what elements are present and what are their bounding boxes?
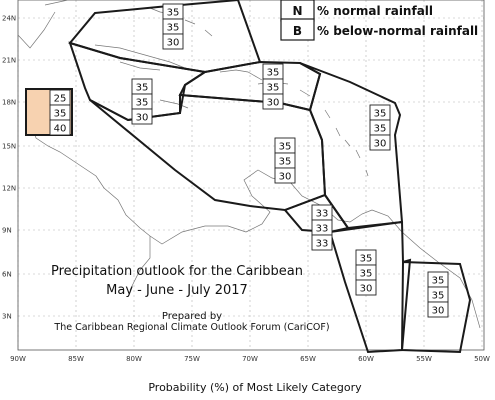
probability-value: 35 xyxy=(167,8,180,19)
outlook-zone-borders xyxy=(25,0,472,354)
latitude-label: 6N xyxy=(2,271,12,279)
probability-value: 30 xyxy=(279,172,292,183)
probability-value: 30 xyxy=(360,284,373,295)
zone-suriname-french-guiana: 35 35 30 xyxy=(427,271,449,318)
longitude-label: 80W xyxy=(126,355,142,363)
legend-key-b-box xyxy=(280,18,315,41)
latitude-label: 3N xyxy=(2,313,12,321)
probability-value: 30 xyxy=(374,139,387,150)
zone-suriname-border xyxy=(400,260,472,354)
longitude-label: 55W xyxy=(416,355,432,363)
probability-value: 35 xyxy=(279,142,292,153)
probability-value: 35 xyxy=(167,23,180,34)
probability-value: 25 xyxy=(54,94,67,105)
probability-value: 30 xyxy=(136,113,149,124)
map-frame xyxy=(17,0,485,351)
zone-belize: 25 35 40 xyxy=(49,89,71,136)
legend-desc-n: % normal rainfall xyxy=(317,4,433,18)
zone-hispaniola-puerto-rico: 35 35 30 xyxy=(262,63,284,110)
latitude-label: 18N xyxy=(2,99,16,107)
legend-key-b: B xyxy=(293,24,302,38)
probability-value: 35 xyxy=(432,291,445,302)
probability-value: 35 xyxy=(360,254,373,265)
latitude-label: 21N xyxy=(2,57,16,65)
probability-value: 35 xyxy=(136,98,149,109)
probability-value: 35 xyxy=(267,83,280,94)
probability-value: 33 xyxy=(316,209,329,220)
probability-cell xyxy=(311,234,333,251)
map-title: Precipitation outlook for the Caribbean xyxy=(51,264,303,279)
probability-value: 33 xyxy=(316,224,329,235)
probability-cell xyxy=(355,279,377,296)
longitude-labels: 90W 85W 80W 75W 70W 65W 60W 55W 50W xyxy=(10,355,490,363)
probability-value: 35 xyxy=(374,124,387,135)
probability-cell xyxy=(274,167,296,184)
legend-key-n: N xyxy=(292,4,302,18)
zone-western-greater-antilles: 35 35 30 xyxy=(131,78,153,125)
latitude-label: 15N xyxy=(2,143,16,151)
zone-bahamas: 35 35 30 xyxy=(162,3,184,50)
probability-value: 35 xyxy=(432,276,445,287)
probability-value: 35 xyxy=(136,83,149,94)
probability-value: 35 xyxy=(267,68,280,79)
probability-value: 35 xyxy=(54,109,67,120)
longitude-label: 60W xyxy=(358,355,374,363)
probability-value: 35 xyxy=(279,157,292,168)
longitude-label: 50W xyxy=(474,355,490,363)
zone-southern-caribbean: 33 33 33 xyxy=(311,204,333,251)
legend-desc-b: % below-normal rainfall xyxy=(317,24,478,38)
probability-cell xyxy=(131,108,153,125)
longitude-label: 70W xyxy=(242,355,258,363)
probability-value: 33 xyxy=(316,239,329,250)
probability-cell xyxy=(427,301,449,318)
prepared-by: Prepared by xyxy=(162,311,222,322)
latitude-label: 12N xyxy=(2,185,16,193)
longitude-label: 90W xyxy=(10,355,26,363)
zone-guyana-border xyxy=(328,220,412,354)
probability-cell xyxy=(49,119,71,136)
longitude-label: 65W xyxy=(300,355,316,363)
longitude-label: 75W xyxy=(184,355,200,363)
zone-belize-border xyxy=(25,88,73,136)
axis-caption: Probability (%) of Most Likely Category xyxy=(148,381,362,394)
organization-name: The Caribbean Regional Climate Outlook F… xyxy=(53,322,329,333)
latitude-label: 9N xyxy=(2,227,12,235)
zone-guyana: 35 35 30 xyxy=(355,249,377,296)
probability-value: 30 xyxy=(167,38,180,49)
map-subtitle: May - June - July 2017 xyxy=(106,283,248,298)
probability-values: 3535302535403535303535303535303535303333… xyxy=(49,3,449,318)
latitude-labels: 24N 21N 18N 15N 12N 9N 6N 3N xyxy=(2,15,16,321)
longitude-label: 85W xyxy=(68,355,84,363)
probability-value: 30 xyxy=(432,306,445,317)
zone-eastern-caribbean: 35 35 30 xyxy=(369,104,391,151)
legend: N % normal rainfall B % below-normal rai… xyxy=(280,0,478,41)
probability-cell xyxy=(262,93,284,110)
latitude-label: 24N xyxy=(2,15,16,23)
probability-value: 35 xyxy=(374,109,387,120)
probability-cell xyxy=(162,33,184,50)
probability-value: 35 xyxy=(360,269,373,280)
zone-central-caribbean: 35 35 30 xyxy=(274,137,296,184)
probability-value: 40 xyxy=(54,124,67,135)
probability-cell xyxy=(369,134,391,151)
probability-value: 30 xyxy=(267,98,280,109)
